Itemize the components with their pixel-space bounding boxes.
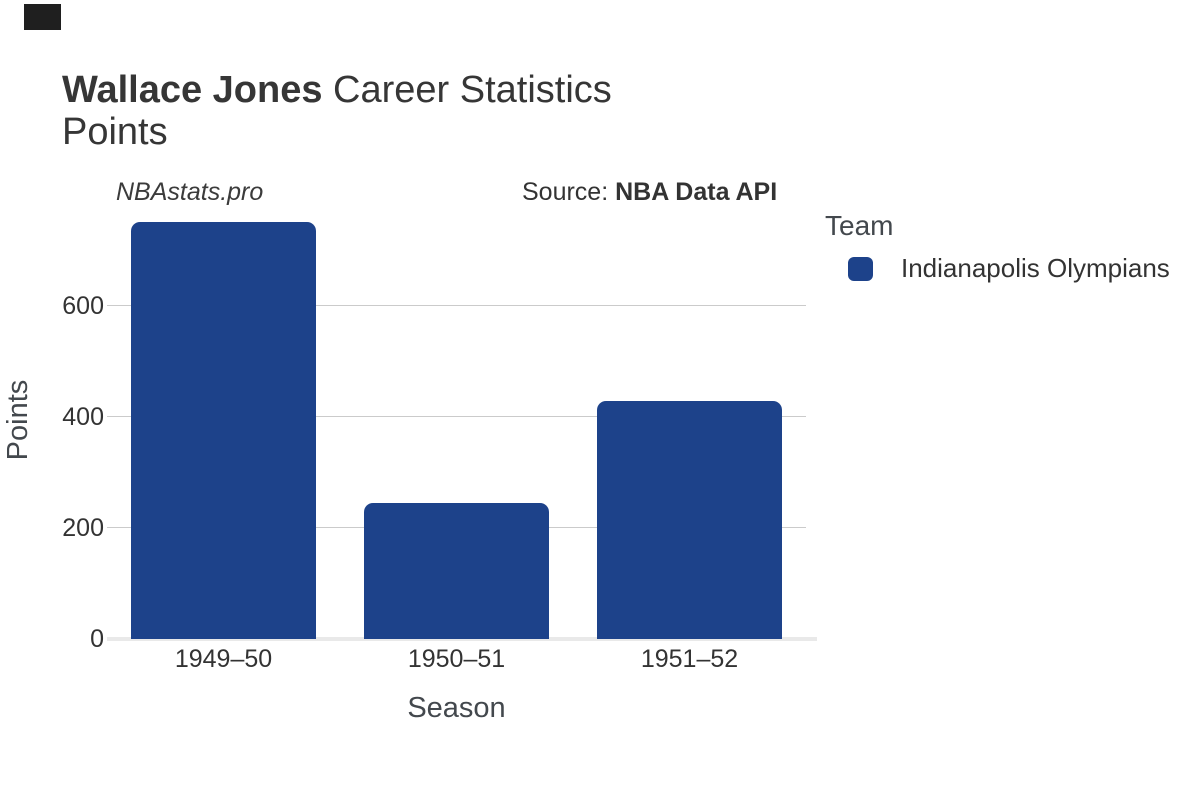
corner-artifact [24, 4, 61, 30]
y-tick-label: 200 [62, 513, 104, 542]
source-prefix: Source: [522, 178, 616, 206]
gridline [107, 416, 806, 418]
y-tick-label: 0 [90, 625, 104, 653]
gridline [107, 305, 806, 307]
x-tick-label: 1950–51 [407, 645, 506, 673]
legend-title: Team [825, 210, 894, 241]
x-tick-label: 1949–50 [174, 645, 273, 673]
x-tick-label: 1951–52 [640, 645, 739, 673]
x-axis-line [107, 637, 817, 641]
chart-title: Wallace Jones Career Statistics Points [62, 69, 612, 153]
watermark-text: NBAstats.pro [116, 178, 264, 206]
legend-item-label: Indianapolis Olympians [901, 253, 1170, 283]
bar[interactable] [364, 502, 549, 639]
source-label: Source: NBA Data API [522, 178, 777, 207]
x-axis-title: Season [407, 692, 506, 724]
title-line-1: Wallace Jones Career Statistics [62, 69, 612, 111]
legend-swatch-icon [848, 256, 873, 281]
bar[interactable] [597, 401, 782, 639]
legend-item[interactable]: Indianapolis Olympians [823, 253, 1170, 284]
title-suffix: Career Statistics [322, 69, 612, 111]
y-tick-label: 600 [62, 291, 104, 320]
player-name: Wallace Jones [62, 69, 323, 111]
source-name: NBA Data API [615, 178, 778, 206]
y-axis-title: Points [2, 379, 34, 461]
y-tick-label: 400 [62, 402, 104, 431]
bar[interactable] [131, 222, 316, 639]
title-metric: Points [62, 111, 168, 153]
